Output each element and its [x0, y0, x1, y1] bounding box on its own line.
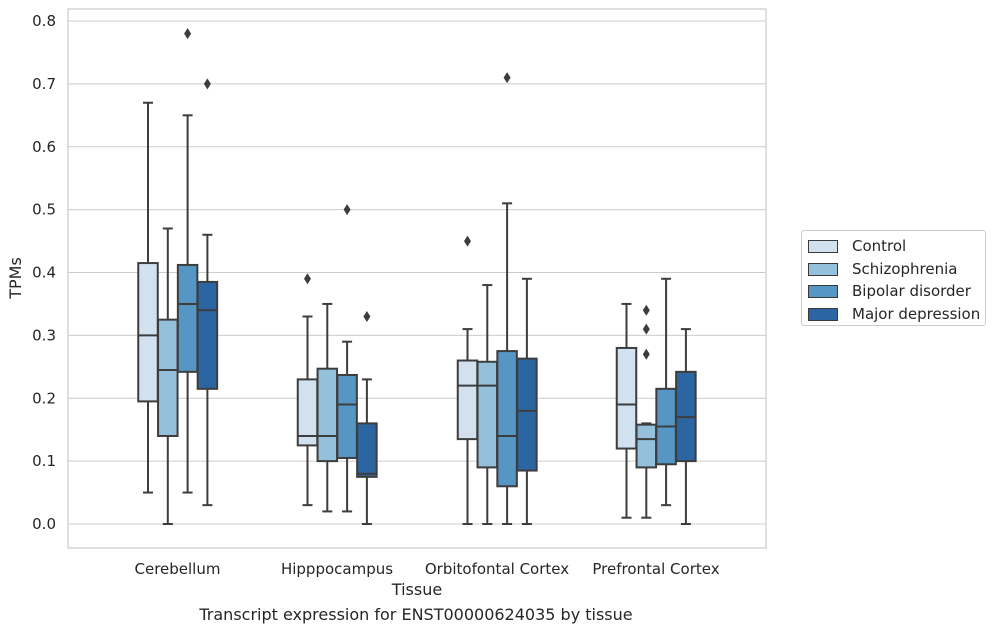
x-axis-label: Tissue: [391, 580, 442, 599]
y-tick-label: 0.7: [32, 75, 56, 93]
legend-swatch: [808, 285, 838, 298]
box-iqr: [137, 262, 159, 403]
outlier-point: [464, 235, 471, 247]
outlier-point: [642, 348, 650, 360]
y-tick-label: 0.1: [32, 452, 56, 470]
y-tick-label: 0.4: [32, 264, 56, 282]
box-bipolar-disorder: [496, 72, 518, 525]
y-tick-label: 0.2: [32, 389, 56, 407]
outlier-point: [184, 28, 192, 40]
box-major-depression: [356, 311, 378, 525]
box-iqr: [615, 346, 638, 450]
box-schizophrenia: [316, 302, 339, 513]
y-axis-label: TPMs: [6, 257, 25, 300]
legend: Control Schizophrenia Bipolar disorder Majo…: [801, 230, 986, 326]
outlier-point: [642, 304, 650, 316]
legend-label: Bipolar disorder: [852, 282, 971, 300]
y-tick-label: 0.0: [32, 515, 56, 533]
legend-label: Control: [852, 237, 907, 255]
legend-label: Major depression: [852, 304, 981, 323]
box-schizophrenia: [635, 304, 658, 519]
outlier-point: [363, 311, 371, 323]
legend-swatch: [808, 307, 838, 321]
box-control: [456, 235, 479, 525]
legend-swatch: [808, 240, 838, 253]
box-iqr: [496, 350, 518, 488]
box-groups: [137, 28, 697, 525]
figure-caption: Transcript expression for ENST0000062403…: [199, 605, 633, 624]
y-tick-label: 0.6: [32, 138, 56, 156]
box-control: [615, 302, 638, 519]
y-tick-label: 0.3: [32, 326, 56, 344]
outlier-point: [203, 78, 211, 90]
box-schizophrenia: [157, 227, 179, 525]
legend-label: Schizophrenia: [852, 259, 958, 278]
y-tick-label: 0.5: [32, 201, 56, 219]
x-tick-label: Orbitofontal Cortex: [425, 560, 569, 578]
box-iqr: [176, 263, 199, 373]
y-tick-label: 0.8: [32, 12, 56, 30]
box-iqr: [157, 318, 179, 437]
box-iqr: [196, 280, 219, 390]
x-tick-labels: Cerebellum Hipppocampus Orbitofontal Corte…: [135, 560, 720, 578]
outlier-point: [304, 273, 311, 285]
box-iqr: [516, 357, 538, 472]
box-iqr: [635, 423, 658, 469]
outlier-point: [343, 204, 351, 216]
x-tick-label: Cerebellum: [135, 560, 221, 578]
y-tick-labels: 0.0 0.1 0.2 0.3 0.4 0.5 0.6 0.7 0.8: [32, 12, 56, 533]
box-iqr: [316, 367, 339, 463]
legend-swatch: [808, 262, 838, 276]
box-iqr: [336, 373, 358, 459]
x-tick-label: Hipppocampus: [281, 560, 393, 578]
box-iqr: [356, 422, 378, 478]
box-major-depression: [516, 277, 538, 525]
box-major-depression: [675, 328, 697, 525]
box-schizophrenia: [476, 284, 499, 525]
plot-frame: [67, 8, 767, 549]
x-tick-label: Prefrontal Cortex: [592, 560, 719, 578]
box-bipolar-disorder: [336, 204, 358, 513]
box-iqr: [476, 360, 499, 469]
outlier-point: [503, 72, 511, 84]
box-iqr: [456, 359, 479, 441]
outlier-point: [642, 323, 650, 335]
box-major-depression: [196, 78, 219, 507]
